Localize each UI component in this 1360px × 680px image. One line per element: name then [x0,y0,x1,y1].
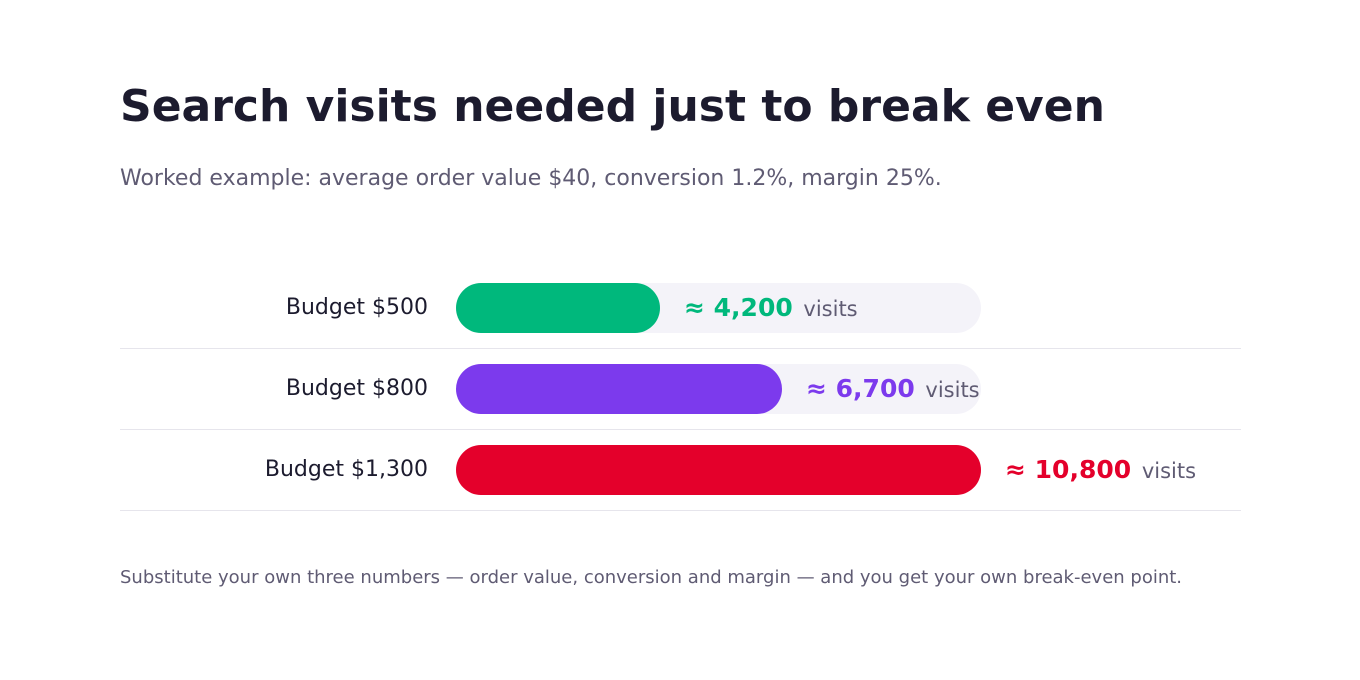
footnote: Substitute your own three numbers — orde… [120,567,1183,588]
data-label: ≈ 6,700 visits [806,349,980,429]
chart-subtitle: Worked example: average order value $40,… [120,166,942,191]
data-label: ≈ 10,800 visits [1005,430,1196,510]
bar [456,364,782,414]
approx-sign: ≈ [684,293,714,322]
bar-chart: Budget $500 ≈ 4,200 visits Budget $800 ≈ 6,… [120,268,1241,511]
chart-title: Search visits needed just to break even [120,81,1105,132]
approx-sign: ≈ [806,374,836,403]
value-number: 10,800 [1034,455,1132,484]
value-unit: visits [918,378,980,402]
value-unit: visits [1135,459,1197,483]
data-label: ≈ 4,200 visits [684,268,858,348]
value-number: 6,700 [835,374,915,403]
chart-row: Budget $1,300 ≈ 10,800 visits [120,430,1241,511]
category-label: Budget $500 [285,295,428,320]
bar [456,445,981,495]
category-label: Budget $800 [285,376,428,401]
category-label: Budget $1,300 [264,457,428,482]
approx-sign: ≈ [1005,455,1035,484]
chart-row: Budget $800 ≈ 6,700 visits [120,349,1241,430]
bar [456,283,660,333]
value-unit: visits [796,297,858,321]
value-number: 4,200 [713,293,793,322]
chart-row: Budget $500 ≈ 4,200 visits [120,268,1241,349]
